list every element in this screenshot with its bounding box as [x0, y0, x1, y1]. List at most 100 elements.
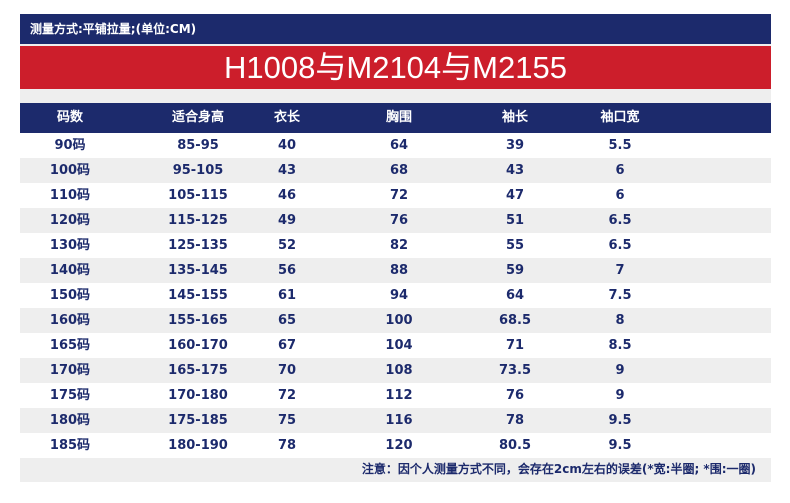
table-header: 码数 适合身高 衣长 胸围 袖长 袖口宽: [20, 103, 771, 133]
column-header-height: 适合身高: [171, 110, 224, 125]
chest-cell: 82: [389, 238, 409, 253]
table-row: 110码 105-115 46 72 47 6: [20, 183, 771, 208]
length-cell: 67: [277, 338, 297, 353]
height-cell: 85-95: [177, 138, 219, 153]
cuff-cell: 7.5: [608, 288, 632, 303]
height-cell: 95-105: [172, 163, 224, 178]
cuff-cell: 9.5: [608, 438, 632, 453]
height-cell: 160-170: [168, 338, 228, 353]
chest-cell: 72: [389, 188, 409, 203]
sleeve-cell: 73.5: [498, 363, 532, 378]
size-cell: 110码: [49, 188, 91, 203]
cuff-cell: 7: [615, 263, 625, 278]
measurement-method-bar: 测量方式:平铺拉量;(单位:CM): [20, 14, 771, 44]
table-row: 120码 115-125 49 76 51 6.5: [20, 208, 771, 233]
product-codes-banner: H1008与M2104与M2155: [20, 46, 771, 89]
size-cell: 170码: [49, 363, 91, 378]
height-cell: 155-165: [168, 313, 228, 328]
sleeve-cell: 76: [505, 388, 525, 403]
sleeve-cell: 64: [505, 288, 525, 303]
table-row: 160码 155-165 65 100 68.5 8: [20, 308, 771, 333]
chest-cell: 108: [385, 363, 413, 378]
cuff-cell: 6.5: [608, 238, 632, 253]
length-cell: 78: [277, 438, 297, 453]
length-cell: 56: [277, 263, 297, 278]
size-cell: 160码: [49, 313, 91, 328]
size-cell: 90码: [54, 138, 86, 153]
sleeve-cell: 78: [505, 413, 525, 428]
column-header-chest: 胸围: [385, 110, 412, 125]
chest-cell: 68: [389, 163, 409, 178]
sleeve-cell: 43: [505, 163, 525, 178]
table-row: 165码 160-170 67 104 71 8.5: [20, 333, 771, 358]
cuff-cell: 6.5: [608, 213, 632, 228]
length-cell: 72: [277, 388, 297, 403]
sleeve-cell: 47: [505, 188, 525, 203]
sleeve-cell: 80.5: [498, 438, 532, 453]
measurement-error-note: 注意：因个人测量方式不同，会存在2cm左右的误差(*宽:半圈; *围:一圈): [361, 462, 756, 476]
chest-cell: 116: [385, 413, 413, 428]
size-cell: 140码: [49, 263, 91, 278]
height-cell: 125-135: [168, 238, 228, 253]
sleeve-cell: 59: [505, 263, 525, 278]
size-cell: 150码: [49, 288, 91, 303]
chest-cell: 100: [385, 313, 413, 328]
length-cell: 43: [277, 163, 297, 178]
length-cell: 61: [277, 288, 297, 303]
cuff-cell: 9: [615, 363, 625, 378]
sleeve-cell: 71: [505, 338, 525, 353]
sleeve-cell: 51: [505, 213, 525, 228]
size-cell: 100码: [49, 163, 91, 178]
table-row: 140码 135-145 56 88 59 7: [20, 258, 771, 283]
table-row: 100码 95-105 43 68 43 6: [20, 158, 771, 183]
size-cell: 180码: [49, 413, 91, 428]
length-cell: 52: [277, 238, 297, 253]
chest-cell: 76: [389, 213, 409, 228]
column-header-sleeve: 袖长: [501, 110, 528, 125]
size-cell: 130码: [49, 238, 91, 253]
length-cell: 65: [277, 313, 297, 328]
size-cell: 175码: [49, 388, 91, 403]
table-row: 185码 180-190 78 120 80.5 9.5: [20, 433, 771, 458]
chest-cell: 120: [385, 438, 413, 453]
sleeve-cell: 68.5: [498, 313, 532, 328]
chest-cell: 88: [389, 263, 409, 278]
table-row: 90码 85-95 40 64 39 5.5: [20, 133, 771, 158]
cuff-cell: 9.5: [608, 413, 632, 428]
cuff-cell: 6: [615, 163, 625, 178]
table-row: 175码 170-180 72 112 76 9: [20, 383, 771, 408]
height-cell: 180-190: [168, 438, 228, 453]
cuff-cell: 8: [615, 313, 625, 328]
size-chart: 测量方式:平铺拉量;(单位:CM) H1008与M2104与M2155 码数 适…: [20, 14, 771, 482]
height-cell: 115-125: [168, 213, 228, 228]
table-row: 130码 125-135 52 82 55 6.5: [20, 233, 771, 258]
size-cell: 185码: [49, 438, 91, 453]
chest-cell: 94: [389, 288, 409, 303]
column-header-size: 码数: [56, 110, 83, 125]
size-cell: 120码: [49, 213, 91, 228]
height-cell: 105-115: [168, 188, 228, 203]
measurement-method-text: 测量方式:平铺拉量;(单位:CM): [30, 22, 197, 36]
height-cell: 145-155: [168, 288, 228, 303]
column-header-cuff: 袖口宽: [600, 110, 640, 125]
height-cell: 175-185: [168, 413, 228, 428]
cuff-cell: 8.5: [608, 338, 632, 353]
product-codes-title: H1008与M2104与M2155: [224, 50, 567, 85]
table-row: 170码 165-175 70 108 73.5 9: [20, 358, 771, 383]
length-cell: 70: [277, 363, 297, 378]
column-header-length: 衣长: [273, 110, 300, 125]
length-cell: 46: [277, 188, 297, 203]
height-cell: 165-175: [168, 363, 228, 378]
cuff-cell: 5.5: [608, 138, 632, 153]
length-cell: 40: [277, 138, 297, 153]
chest-cell: 104: [385, 338, 413, 353]
chest-cell: 64: [389, 138, 409, 153]
chest-cell: 112: [385, 388, 413, 403]
cuff-cell: 9: [615, 388, 625, 403]
table-body: 90码 85-95 40 64 39 5.5 100码 95-105 43 68 43 6 110码 10…: [20, 133, 771, 458]
length-cell: 49: [277, 213, 297, 228]
height-cell: 135-145: [168, 263, 228, 278]
length-cell: 75: [277, 413, 297, 428]
sleeve-cell: 55: [505, 238, 525, 253]
sleeve-cell: 39: [505, 138, 525, 153]
